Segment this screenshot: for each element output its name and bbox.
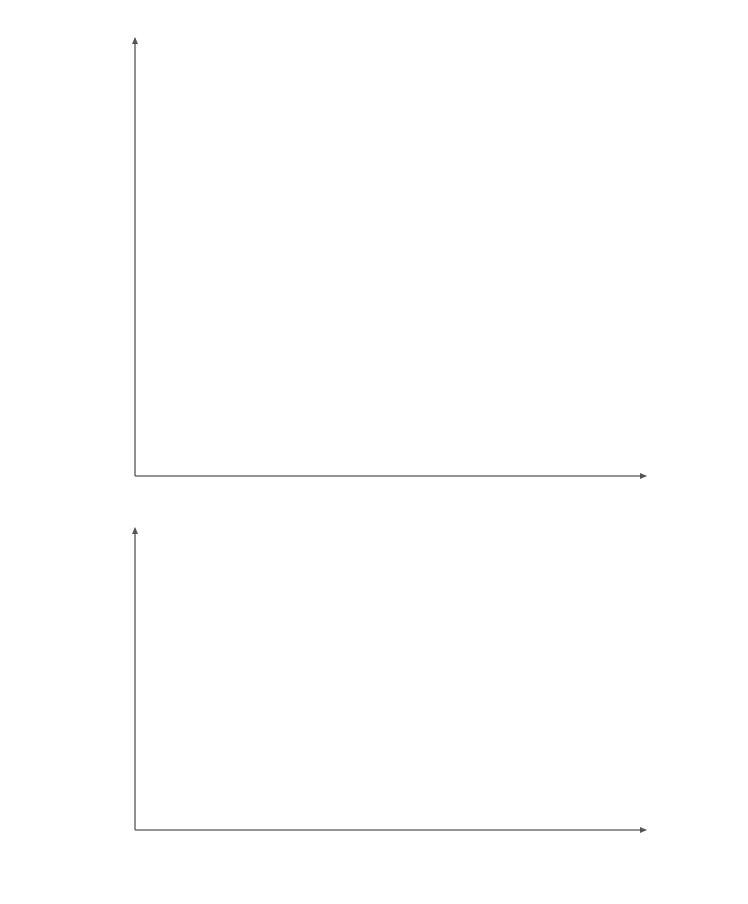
total-revenue-chart	[132, 527, 647, 833]
price-demand-chart	[132, 37, 647, 479]
